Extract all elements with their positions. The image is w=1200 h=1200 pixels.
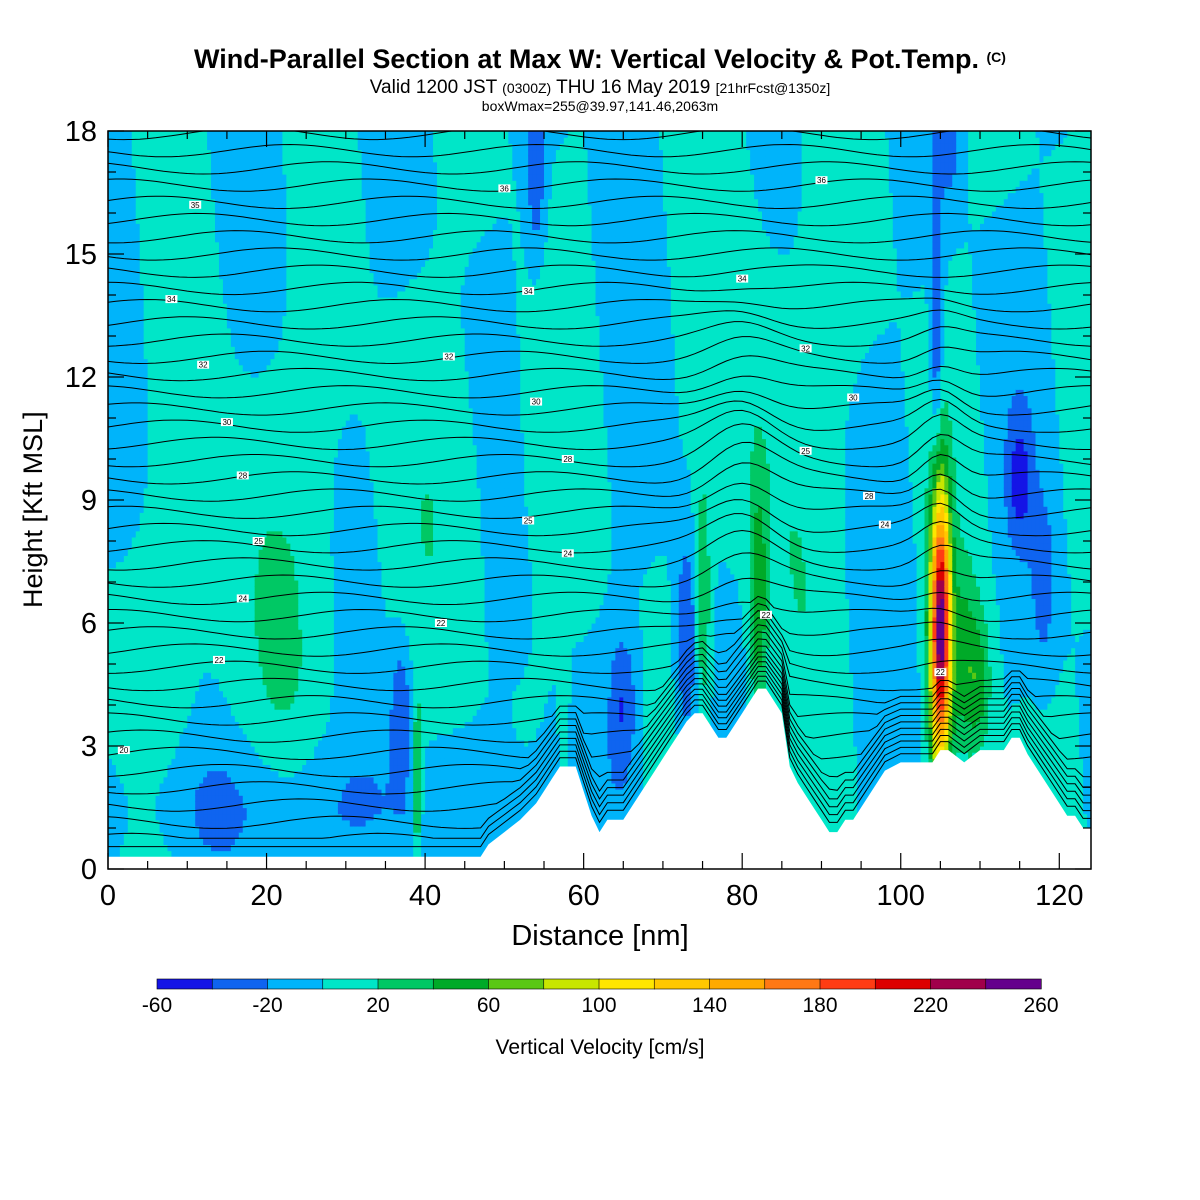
contour-label: 28 bbox=[865, 492, 874, 501]
colorbar-swatch bbox=[489, 979, 545, 989]
colorbar-swatch bbox=[765, 979, 821, 989]
contour-label: 22 bbox=[936, 668, 945, 677]
contour-label: 22 bbox=[215, 656, 224, 665]
contour-label: 28 bbox=[238, 471, 247, 480]
y-tick-label: 9 bbox=[81, 485, 97, 517]
colorbar-swatch bbox=[157, 979, 213, 989]
contour-label: 34 bbox=[167, 295, 176, 304]
colorbar-swatch bbox=[599, 979, 655, 989]
y-tick-label: 12 bbox=[65, 362, 97, 394]
colorbar-tick-label: 20 bbox=[366, 994, 389, 1017]
colorbar-tick-label: 260 bbox=[1023, 994, 1058, 1017]
contour-label: 32 bbox=[444, 353, 453, 362]
x-tick-label: 120 bbox=[1035, 880, 1083, 912]
y-tick-label: 3 bbox=[81, 731, 97, 763]
x-tick-label: 0 bbox=[100, 880, 116, 912]
contour-label: 25 bbox=[254, 537, 263, 546]
contour-label: 35 bbox=[191, 201, 200, 210]
colorbar-tick-label: 60 bbox=[477, 994, 500, 1017]
contour-label: 24 bbox=[563, 549, 572, 558]
colorbar-tick-label: 100 bbox=[581, 994, 616, 1017]
colorbar-tick-label: 140 bbox=[692, 994, 727, 1017]
colorbar-swatch bbox=[323, 979, 379, 989]
contour-label: 30 bbox=[222, 418, 231, 427]
contour-label: 24 bbox=[880, 521, 889, 530]
contour-label: 36 bbox=[817, 176, 826, 185]
contour-label: 30 bbox=[849, 394, 858, 403]
x-tick-label: 40 bbox=[409, 880, 441, 912]
colorbar-tick-label: 180 bbox=[802, 994, 837, 1017]
theta-contour-line bbox=[108, 110, 1091, 122]
colorbar: -60 -20 20 60 100 140 180 220 260 bbox=[142, 979, 1059, 1017]
colorbar-swatch bbox=[268, 979, 324, 989]
contour-label: 25 bbox=[801, 447, 810, 456]
colorbar-swatch bbox=[433, 979, 489, 989]
x-axis-title: Distance [nm] bbox=[400, 920, 800, 953]
x-tick-label: 20 bbox=[250, 880, 282, 912]
colorbar-swatch bbox=[710, 979, 766, 989]
contour-label: 30 bbox=[532, 398, 541, 407]
cross-section-chart: 20222222222424242525252828283030 30323232… bbox=[0, 0, 1200, 1200]
colorbar-swatch bbox=[544, 979, 600, 989]
colorbar-swatch bbox=[875, 979, 931, 989]
colorbar-title: Vertical Velocity [cm/s] bbox=[400, 1036, 800, 1060]
colorbar-tick-label: 220 bbox=[913, 994, 948, 1017]
y-tick-label: 15 bbox=[65, 239, 97, 271]
y-tick-label: 18 bbox=[65, 116, 97, 148]
contour-label: 22 bbox=[762, 611, 771, 620]
y-axis-title: Height [Kft MSL] bbox=[14, 500, 54, 540]
contour-label: 32 bbox=[199, 361, 208, 370]
colorbar-tick-label: -60 bbox=[142, 994, 172, 1017]
x-tick-label: 60 bbox=[568, 880, 600, 912]
contour-label: 36 bbox=[500, 184, 509, 193]
y-axis-title-text: Height [Kft MSL] bbox=[18, 411, 49, 608]
y-tick-label: 0 bbox=[81, 854, 97, 886]
colorbar-swatch bbox=[212, 979, 268, 989]
y-tick-label: 6 bbox=[81, 608, 97, 640]
contour-label: 34 bbox=[524, 287, 533, 296]
contour-label: 25 bbox=[524, 517, 533, 526]
colorbar-swatch bbox=[931, 979, 987, 989]
colorbar-swatch bbox=[986, 979, 1042, 989]
colorbar-swatch bbox=[654, 979, 710, 989]
contour-label: 32 bbox=[801, 344, 810, 353]
x-tick-label: 100 bbox=[877, 880, 925, 912]
x-tick-label: 80 bbox=[726, 880, 758, 912]
contour-label: 34 bbox=[738, 275, 747, 284]
colorbar-tick-label: -20 bbox=[252, 994, 282, 1017]
contour-label: 24 bbox=[238, 594, 247, 603]
contour-label: 28 bbox=[563, 455, 572, 464]
colorbar-swatch bbox=[378, 979, 434, 989]
colorbar-swatch bbox=[820, 979, 876, 989]
contour-label: 22 bbox=[436, 619, 445, 628]
contour-label: 20 bbox=[119, 746, 128, 755]
